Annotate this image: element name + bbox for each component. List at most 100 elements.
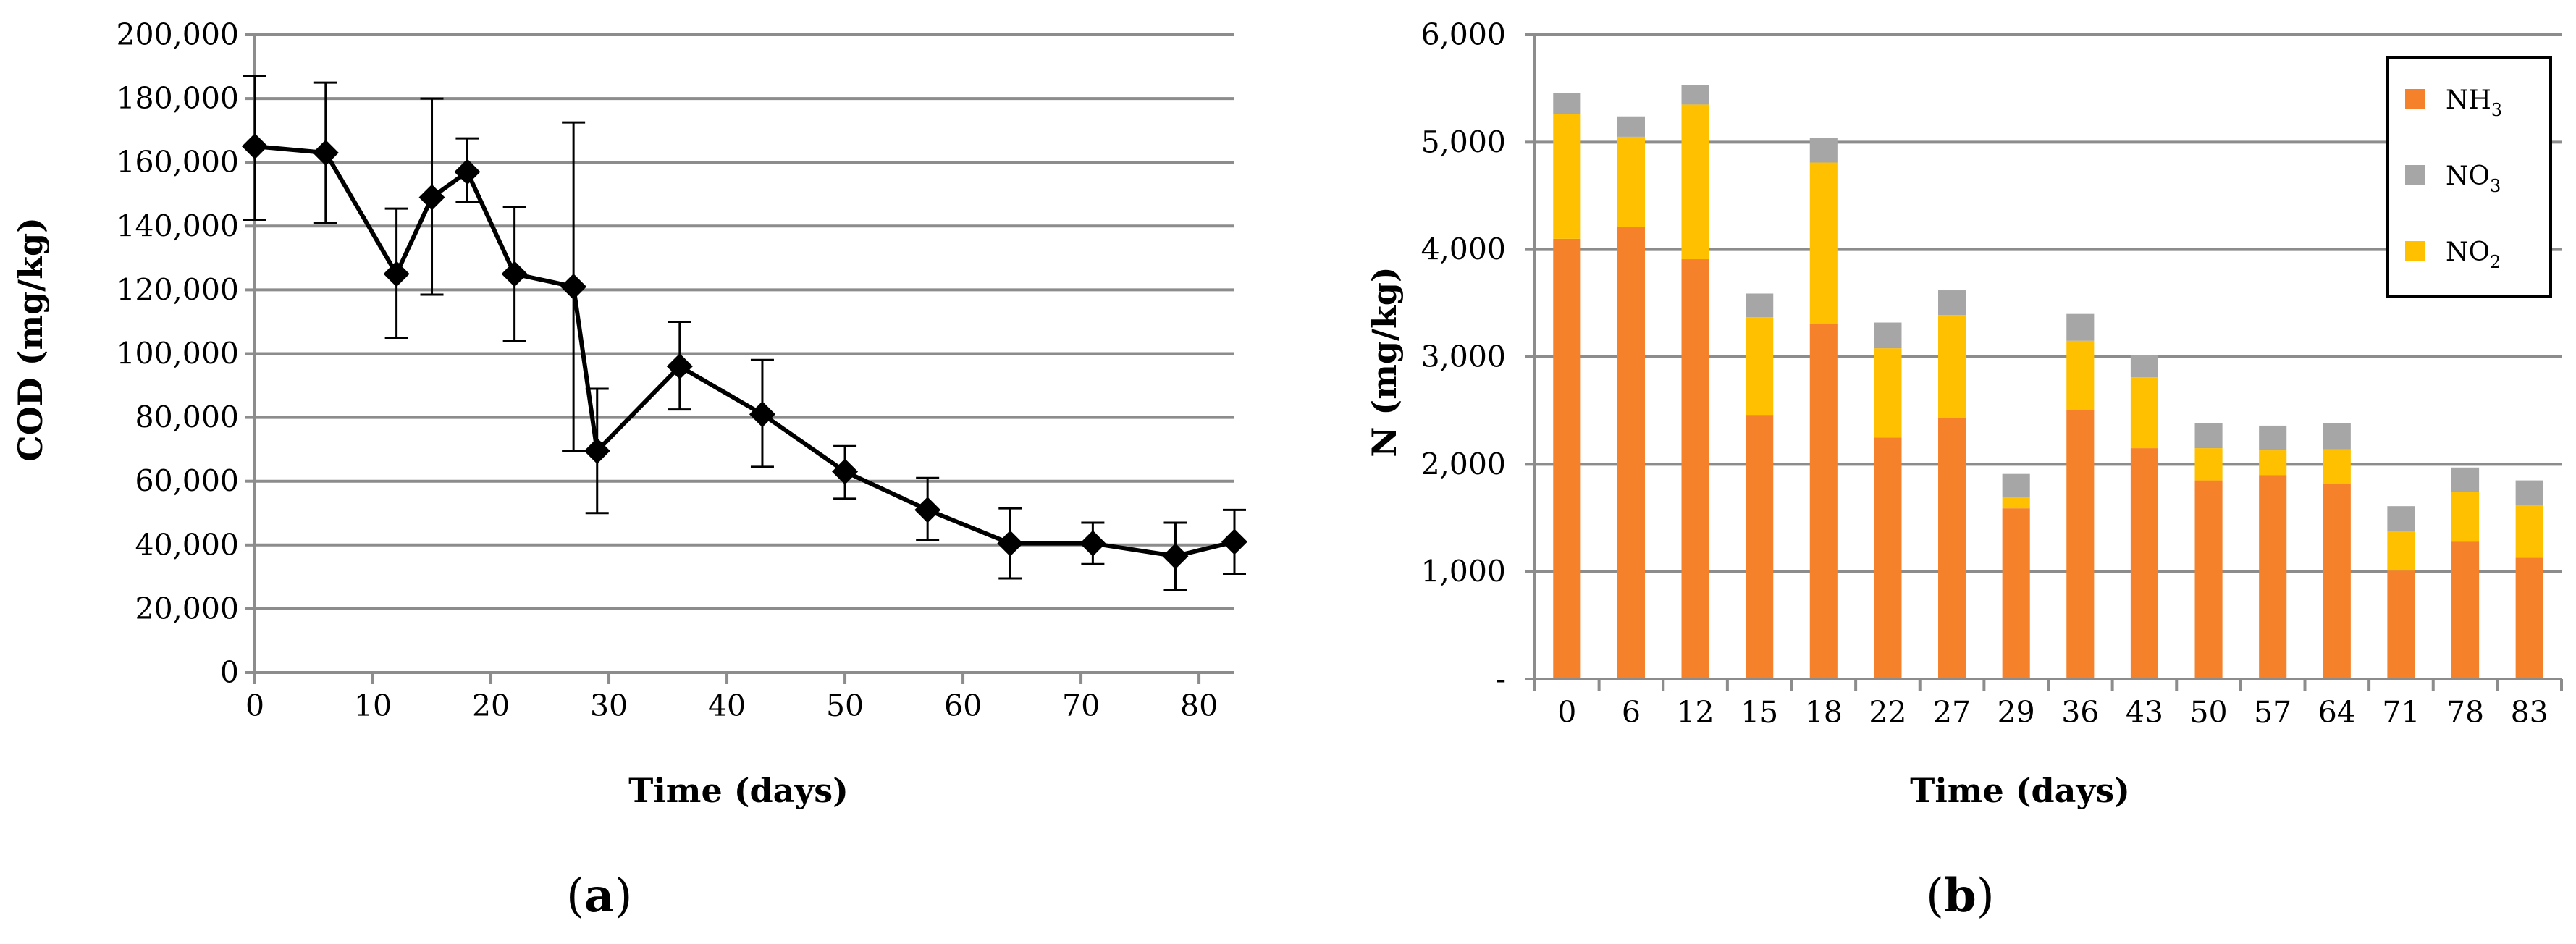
legend-swatch-nh3 bbox=[2405, 89, 2425, 109]
bar-no3 bbox=[2515, 480, 2543, 505]
legend-subscript: 3 bbox=[2490, 176, 2501, 196]
nitrogen-x-tick-label: 78 bbox=[2446, 695, 2484, 730]
cod-line-chart: 0 20,000 40,000 60,000 80,000 100,000 120,000 1… bbox=[11, 17, 1247, 810]
bar-no2 bbox=[2066, 340, 2095, 410]
bar-no3 bbox=[2451, 467, 2480, 492]
bar-no2 bbox=[1746, 317, 1774, 416]
bar-nh3 bbox=[2323, 484, 2351, 679]
cod-x-tick-label: 60 bbox=[944, 688, 982, 723]
cod-data-point bbox=[454, 159, 481, 185]
nitrogen-y-tick-label: 6,000 bbox=[1421, 17, 1506, 52]
nitrogen-x-tick-label: 0 bbox=[1557, 695, 1576, 730]
bar-no3 bbox=[1746, 293, 1774, 318]
cod-x-tick-label: 40 bbox=[708, 688, 746, 723]
bar-no2 bbox=[2323, 449, 2351, 484]
bar-nh3 bbox=[1874, 437, 1902, 679]
bar-no2 bbox=[2130, 377, 2158, 449]
nitrogen-x-tick-label: 71 bbox=[2382, 695, 2420, 730]
cod-data-point bbox=[914, 497, 941, 523]
nitrogen-y-tick-label: 1,000 bbox=[1421, 555, 1506, 589]
bar-no3 bbox=[2194, 423, 2223, 449]
bar-no2 bbox=[1617, 136, 1645, 227]
cod-y-tick-label: 0 bbox=[220, 655, 239, 690]
bar-nh3 bbox=[1617, 227, 1645, 679]
cod-y-tick-label: 120,000 bbox=[116, 272, 239, 307]
legend-swatch-no3 bbox=[2405, 165, 2425, 185]
cod-data-point bbox=[997, 530, 1024, 557]
bar-nh3 bbox=[1681, 259, 1709, 679]
caption-b: (b) bbox=[1926, 869, 1995, 923]
nitrogen-y-tick-label: 4,000 bbox=[1421, 232, 1506, 267]
bar-no2 bbox=[2002, 497, 2030, 509]
cod-y-tick-labels: 0 20,000 40,000 60,000 80,000 100,000 120,000 1… bbox=[116, 17, 239, 690]
cod-data-point bbox=[312, 139, 339, 166]
nitrogen-x-tick-label: 27 bbox=[1933, 695, 1971, 730]
bar-no2 bbox=[2259, 450, 2287, 476]
bar-no2 bbox=[2387, 531, 2415, 571]
bar-nh3 bbox=[1746, 415, 1774, 679]
nitrogen-y-tick-label: 2,000 bbox=[1421, 447, 1506, 481]
cod-error-bars bbox=[243, 75, 1246, 591]
nitrogen-x-axis-title: Time (days) bbox=[1910, 771, 2130, 810]
nitrogen-y-tick-labels: - 1,000 2,000 3,000 4,000 5,000 6,000 bbox=[1421, 17, 1506, 696]
bar-no3 bbox=[2002, 473, 2030, 498]
bar-nh3 bbox=[2194, 480, 2223, 679]
nitrogen-x-tick-label: 50 bbox=[2189, 695, 2227, 730]
cod-y-tick-label: 100,000 bbox=[116, 337, 239, 371]
cod-y-axis-title: COD (mg/kg) bbox=[11, 217, 50, 462]
bar-no2 bbox=[1809, 162, 1838, 324]
cod-x-tick-label: 80 bbox=[1180, 688, 1218, 723]
bar-nh3 bbox=[1553, 238, 1581, 679]
cod-data-point bbox=[242, 133, 268, 160]
cod-data-point bbox=[749, 401, 775, 428]
nitrogen-stacked-bar-chart: - 1,000 2,000 3,000 4,000 5,000 6,000 0 6 12 15 18… bbox=[1365, 17, 2563, 810]
nitrogen-y-tick-label: 3,000 bbox=[1421, 340, 1506, 374]
bar-nh3 bbox=[2066, 409, 2095, 679]
cod-data-point bbox=[501, 261, 528, 287]
bar-nh3 bbox=[1938, 418, 1966, 679]
cod-x-axis-title: Time (days) bbox=[628, 771, 849, 810]
cod-data-point bbox=[418, 184, 445, 211]
cod-data-point bbox=[584, 437, 610, 464]
cod-markers bbox=[242, 133, 1247, 570]
bar-no3 bbox=[1617, 116, 1645, 137]
cod-axes bbox=[245, 33, 1234, 684]
cod-y-tick-label: 60,000 bbox=[135, 464, 239, 499]
bar-nh3 bbox=[1809, 324, 1838, 679]
cod-x-tick-label: 50 bbox=[826, 688, 864, 723]
cod-y-tick-label: 180,000 bbox=[116, 81, 239, 116]
nitrogen-x-tick-label: 64 bbox=[2318, 695, 2356, 730]
bar-no2 bbox=[2451, 492, 2480, 542]
bar-nh3 bbox=[2515, 557, 2543, 679]
caption-b-label: b bbox=[1943, 869, 1977, 923]
cod-data-point bbox=[560, 273, 587, 300]
nitrogen-x-tick-label: 6 bbox=[1622, 695, 1641, 730]
cod-data-point bbox=[666, 353, 693, 380]
nitrogen-x-tick-labels: 0 6 12 15 18 22 27 29 36 43 50 57 64 71 78 83 bbox=[1557, 695, 2548, 730]
nitrogen-x-tick-label: 36 bbox=[2061, 695, 2099, 730]
cod-x-tick-labels: 0 10 20 30 40 50 60 70 80 bbox=[245, 688, 1218, 723]
caption-a-label: a bbox=[584, 869, 615, 923]
nitrogen-bars bbox=[1553, 85, 2543, 679]
bar-no3 bbox=[2066, 313, 2095, 341]
bar-no2 bbox=[1681, 104, 1709, 260]
bar-no2 bbox=[1553, 114, 1581, 239]
nitrogen-x-tick-label: 12 bbox=[1676, 695, 1714, 730]
nitrogen-x-tick-label: 29 bbox=[1998, 695, 2035, 730]
bar-no2 bbox=[1874, 348, 1902, 438]
nitrogen-x-tick-label: 43 bbox=[2126, 695, 2163, 730]
cod-data-point bbox=[832, 458, 859, 485]
nitrogen-y-axis-title: N (mg/kg) bbox=[1365, 266, 1404, 457]
bar-nh3 bbox=[2387, 570, 2415, 679]
nitrogen-x-tick-label: 83 bbox=[2511, 695, 2548, 730]
bar-no2 bbox=[2194, 448, 2223, 481]
bar-no3 bbox=[1681, 85, 1709, 105]
caption-a: (a) bbox=[566, 869, 633, 923]
bar-nh3 bbox=[2130, 448, 2158, 679]
cod-y-tick-label: 80,000 bbox=[135, 400, 239, 435]
bar-no3 bbox=[1553, 93, 1581, 114]
cod-y-tick-label: 140,000 bbox=[116, 208, 239, 243]
nitrogen-y-tick-label: - bbox=[1496, 662, 1506, 696]
cod-y-tick-label: 160,000 bbox=[116, 145, 239, 180]
